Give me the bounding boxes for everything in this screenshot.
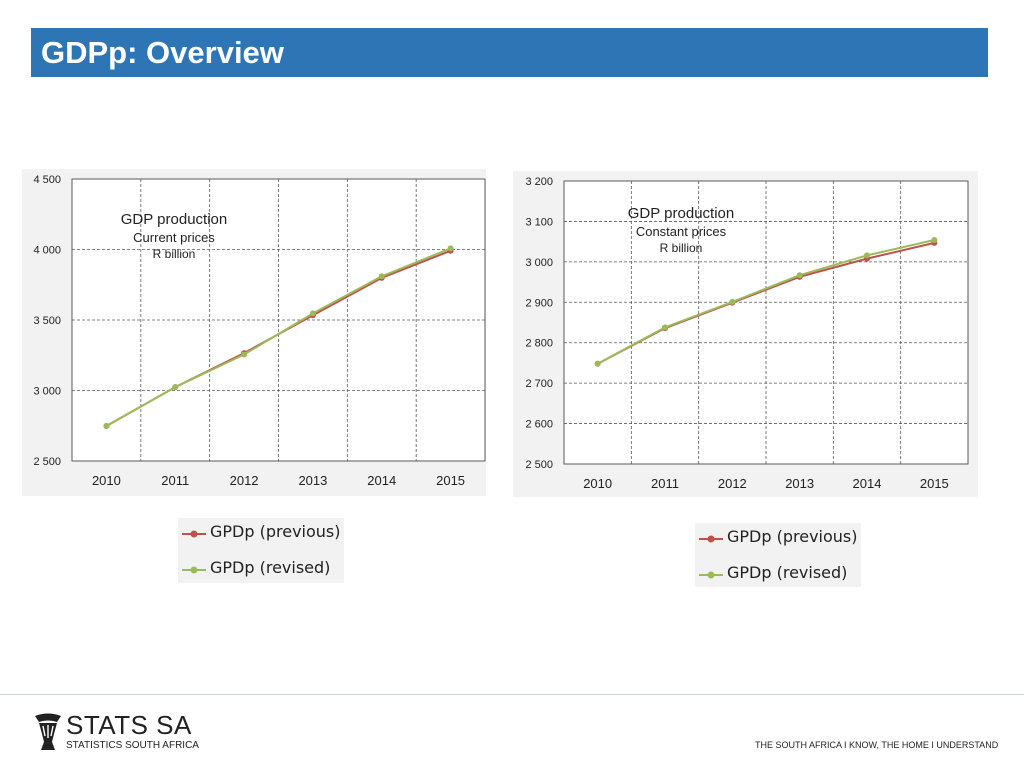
- data-point-revised: [729, 298, 736, 305]
- logo-name: STATS SA: [66, 710, 192, 740]
- footer-tagline: THE SOUTH AFRICA I KNOW, THE HOME I UNDE…: [755, 740, 999, 750]
- chart-unit: R billion: [660, 241, 703, 255]
- legend-label-revised: GPDp (revised): [727, 563, 848, 582]
- data-point-revised: [241, 351, 248, 358]
- data-point-revised: [662, 324, 668, 331]
- legend-label-revised: GPDp (revised): [210, 558, 331, 577]
- data-point-revised: [931, 237, 938, 244]
- x-tick-label: 2012: [230, 473, 259, 488]
- y-tick-label: 3 000: [525, 257, 553, 269]
- legend-current-prices: GPDp (previous) GPDp (revised): [178, 518, 344, 583]
- data-point-revised: [378, 273, 385, 280]
- y-tick-label: 3 500: [33, 315, 61, 327]
- y-tick-label: 2 900: [525, 297, 553, 309]
- legend-swatch-previous: [182, 530, 206, 538]
- legend-swatch-revised: [182, 566, 206, 574]
- chart-constant-prices-svg: 2 500 2 600 2 700 2 800 2 900 3 000 3 100 3 200…: [525, 176, 969, 491]
- y-tick-label: 2 800: [525, 338, 553, 350]
- chart-title: GDP production: [628, 205, 734, 222]
- title-bar: GDPp: Overview: [31, 28, 988, 77]
- data-point-revised: [172, 384, 179, 391]
- x-tick-label: 2015: [920, 476, 949, 491]
- y-tick-label: 3 200: [525, 176, 553, 188]
- data-point-revised: [796, 272, 803, 279]
- logo-subtitle: STATISTICS SOUTH AFRICA: [66, 740, 199, 751]
- data-point-revised: [103, 423, 110, 430]
- footer-divider: [0, 694, 1024, 695]
- legend-label-previous: GPDp (previous): [727, 527, 858, 546]
- series-line-revised: [105, 247, 451, 427]
- x-tick-label: 2012: [718, 476, 747, 491]
- page-title: GDPp: Overview: [41, 35, 284, 70]
- chart-subtitle: Current prices: [133, 230, 215, 245]
- x-tick-label: 2013: [298, 473, 327, 488]
- data-point-revised: [594, 360, 601, 367]
- legend-swatch-revised: [699, 571, 723, 579]
- chart-unit: R billion: [153, 247, 196, 261]
- x-tick-label: 2010: [583, 476, 612, 491]
- chart-current-prices-svg: 2 500 3 000 3 500 4 000 4 500 2010 2011 2012 201…: [33, 174, 486, 488]
- y-tick-label: 3 100: [525, 216, 553, 228]
- chart-current-prices: 2 500 3 000 3 500 4 000 4 500 2010 2011 2012 201…: [22, 169, 486, 496]
- x-tick-label: 2014: [853, 476, 882, 491]
- x-tick-label: 2015: [436, 473, 465, 488]
- legend-constant-prices: GPDp (previous) GPDp (revised): [695, 523, 861, 587]
- x-tick-label: 2013: [785, 476, 814, 491]
- x-tick-label: 2010: [92, 473, 121, 488]
- x-tick-label: 2011: [651, 476, 679, 491]
- chart-subtitle: Constant prices: [636, 224, 727, 239]
- legend-label-previous: GPDp (previous): [210, 522, 341, 541]
- data-point-revised: [309, 310, 316, 317]
- chart-title: GDP production: [121, 211, 227, 228]
- legend-swatch-previous: [699, 535, 723, 543]
- y-tick-label: 2 500: [525, 459, 553, 471]
- y-tick-label: 2 600: [525, 419, 553, 431]
- y-tick-label: 2 500: [33, 456, 61, 468]
- data-point-revised: [447, 245, 454, 252]
- y-tick-label: 4 500: [33, 174, 61, 186]
- data-point-revised: [864, 252, 870, 259]
- series-line-revised: [597, 239, 935, 365]
- chart-constant-prices: 2 500 2 600 2 700 2 800 2 900 3 000 3 100 3 200…: [513, 171, 978, 497]
- stats-sa-logo-icon: [35, 713, 61, 750]
- y-tick-label: 2 700: [525, 378, 553, 390]
- y-tick-label: 4 000: [33, 245, 61, 257]
- y-tick-label: 3 000: [33, 386, 61, 398]
- stats-sa-logo: STATS SA STATISTICS SOUTH AFRICA: [33, 710, 199, 756]
- x-tick-label: 2014: [367, 473, 396, 488]
- x-tick-label: 2011: [161, 473, 189, 488]
